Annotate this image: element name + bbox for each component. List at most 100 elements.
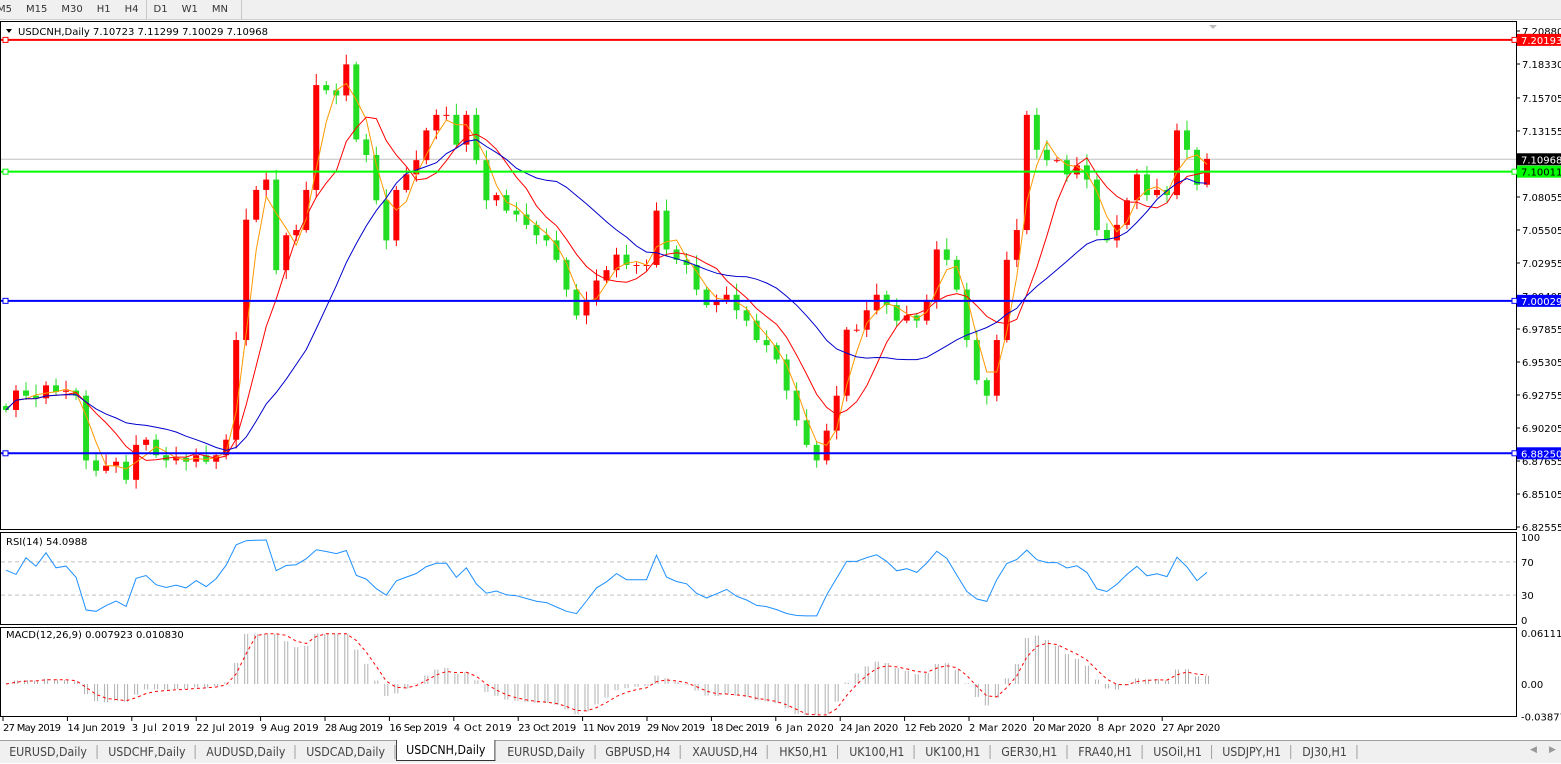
timeframe-mn[interactable]: MN (211, 4, 228, 15)
chart-tab[interactable]: FRA40,H1 (1069, 745, 1143, 759)
candle-body (383, 200, 390, 241)
rsi-pane-frame (0, 532, 1517, 625)
candle-body (953, 259, 960, 290)
timeframe-w1[interactable]: W1 (181, 4, 198, 15)
chart-tab[interactable]: EURUSD,Daily (498, 745, 595, 759)
hline-price-label: 6.88250 (1521, 449, 1561, 460)
candle-body (493, 195, 500, 201)
date-axis-label: 28 Aug 2019 (325, 723, 383, 734)
price-pane: 7.20880 7.18330 7.15705 7.13155 7.08055 7.055… (0, 21, 1561, 534)
date-axis-label: 18 Dec 2019 (711, 723, 769, 734)
chart-tab[interactable]: UK100,H1 (840, 745, 915, 759)
candle-body (1033, 114, 1040, 150)
scroll-left-icon[interactable]: ◀ (1530, 745, 1537, 755)
timeframe-m15[interactable]: M15 (26, 4, 48, 15)
candle-body (533, 224, 540, 236)
chart-tab[interactable]: DJ30,H1 (1293, 745, 1357, 759)
rsi-axis-label: 100 (1521, 533, 1540, 544)
candle (303, 181, 310, 233)
current-price-box (1517, 153, 1561, 166)
candle-body (553, 240, 560, 260)
chart-tab[interactable]: USOil,H1 (1144, 745, 1212, 759)
chart-tab[interactable]: GBPUSD,H4 (596, 745, 681, 759)
candle-body (763, 340, 770, 346)
candle-body (613, 254, 620, 271)
candle-body (93, 460, 100, 471)
line-handle[interactable] (2, 297, 9, 304)
candle (933, 241, 940, 309)
chart-window[interactable]: 7.20880 7.18330 7.15705 7.13155 7.08055 7.055… (0, 20, 1561, 740)
candle-body (623, 254, 630, 265)
macd-signal-line (5, 633, 1208, 716)
price-axis-label: 7.05505 (1522, 226, 1561, 237)
candle (913, 312, 920, 328)
date-axis-label: 16 Sep 2019 (389, 723, 447, 734)
chart-tab[interactable]: HK50,H1 (770, 745, 839, 759)
line-handle[interactable] (1511, 36, 1518, 43)
candle (833, 385, 840, 440)
candle-body (673, 249, 680, 260)
line-handle[interactable] (1511, 450, 1518, 457)
collapse-triangle-icon[interactable] (6, 29, 12, 33)
hline-price-label: 7.00029 (1521, 297, 1561, 308)
chart-tab[interactable]: EURUSD,Daily (0, 745, 98, 759)
date-axis: 27 May 2019 14 Jun 2019 3 Jul 2019 22 Jul 2… (2, 717, 1220, 734)
macd-label: MACD(12,26,9) 0.007923 0.010830 (6, 630, 184, 641)
chart-tab[interactable]: USDCNH,Daily (396, 740, 496, 761)
chart-tab[interactable]: USDJPY,H1 (1213, 745, 1291, 759)
candle-body (1193, 149, 1200, 185)
candle (1063, 154, 1070, 182)
candle (203, 445, 210, 465)
candle-body (923, 299, 930, 321)
candle-body (343, 64, 350, 96)
symbol-header: USDCNH,Daily 7.10723 7.11299 7.10029 7.1… (18, 27, 268, 38)
candle-body (1063, 160, 1070, 175)
candle-body (963, 289, 970, 341)
rsi-line (5, 539, 1208, 617)
price-axis-label: 6.90205 (1522, 424, 1561, 435)
candle-body (723, 294, 730, 300)
candle (413, 150, 420, 182)
candle (863, 302, 870, 337)
timeframe-m30[interactable]: M30 (61, 4, 83, 15)
chart-tab[interactable]: GER30,H1 (992, 745, 1068, 759)
current-price-label: 7.10968 (1521, 155, 1561, 166)
candle-body (413, 160, 420, 175)
candle-body (693, 264, 700, 290)
timeframe-d1[interactable]: D1 (145, 0, 175, 19)
chart-tab[interactable]: UK100,H1 (916, 745, 991, 759)
candle-body (573, 289, 580, 316)
candle (333, 83, 340, 105)
candle-body (1053, 160, 1060, 162)
candle (33, 384, 40, 408)
line-handle[interactable] (1511, 168, 1518, 175)
candle (903, 305, 910, 324)
chart-tab[interactable]: AUDUSD,Daily (197, 745, 296, 759)
candle-body (943, 249, 950, 260)
candle (323, 81, 330, 95)
scroll-right-icon[interactable]: ▶ (1549, 745, 1556, 755)
line-handle[interactable] (2, 450, 9, 457)
candle-body (603, 270, 610, 281)
candle-body (293, 230, 300, 236)
candle-body (653, 210, 660, 265)
candle-body (803, 420, 810, 445)
timeframe-m5[interactable]: M5 (0, 4, 12, 15)
line-handle[interactable] (2, 36, 9, 43)
chart-tab[interactable]: USDCHF,Daily (99, 745, 196, 759)
hline-price-box (1517, 33, 1561, 46)
timeframe-h1[interactable]: H1 (96, 4, 111, 15)
line-handle[interactable] (2, 168, 9, 175)
chart-tab[interactable]: USDCAD,Daily (297, 745, 395, 759)
candle-body (853, 329, 860, 331)
line-handle[interactable] (1511, 297, 1518, 304)
candle-body (1093, 179, 1100, 231)
shift-marker-icon[interactable] (1209, 25, 1217, 29)
timeframe-h4[interactable]: H4 (124, 4, 139, 15)
price-axis-label: 6.95305 (1522, 358, 1561, 369)
candle-body (83, 395, 90, 461)
chart-tab[interactable]: XAUUSD,H4 (683, 745, 768, 759)
candle-body (633, 264, 640, 266)
candle-body (1113, 224, 1120, 241)
chart-tabs: EURUSD,Daily USDCHF,Daily AUDUSD,Daily USDC… (0, 740, 1561, 763)
